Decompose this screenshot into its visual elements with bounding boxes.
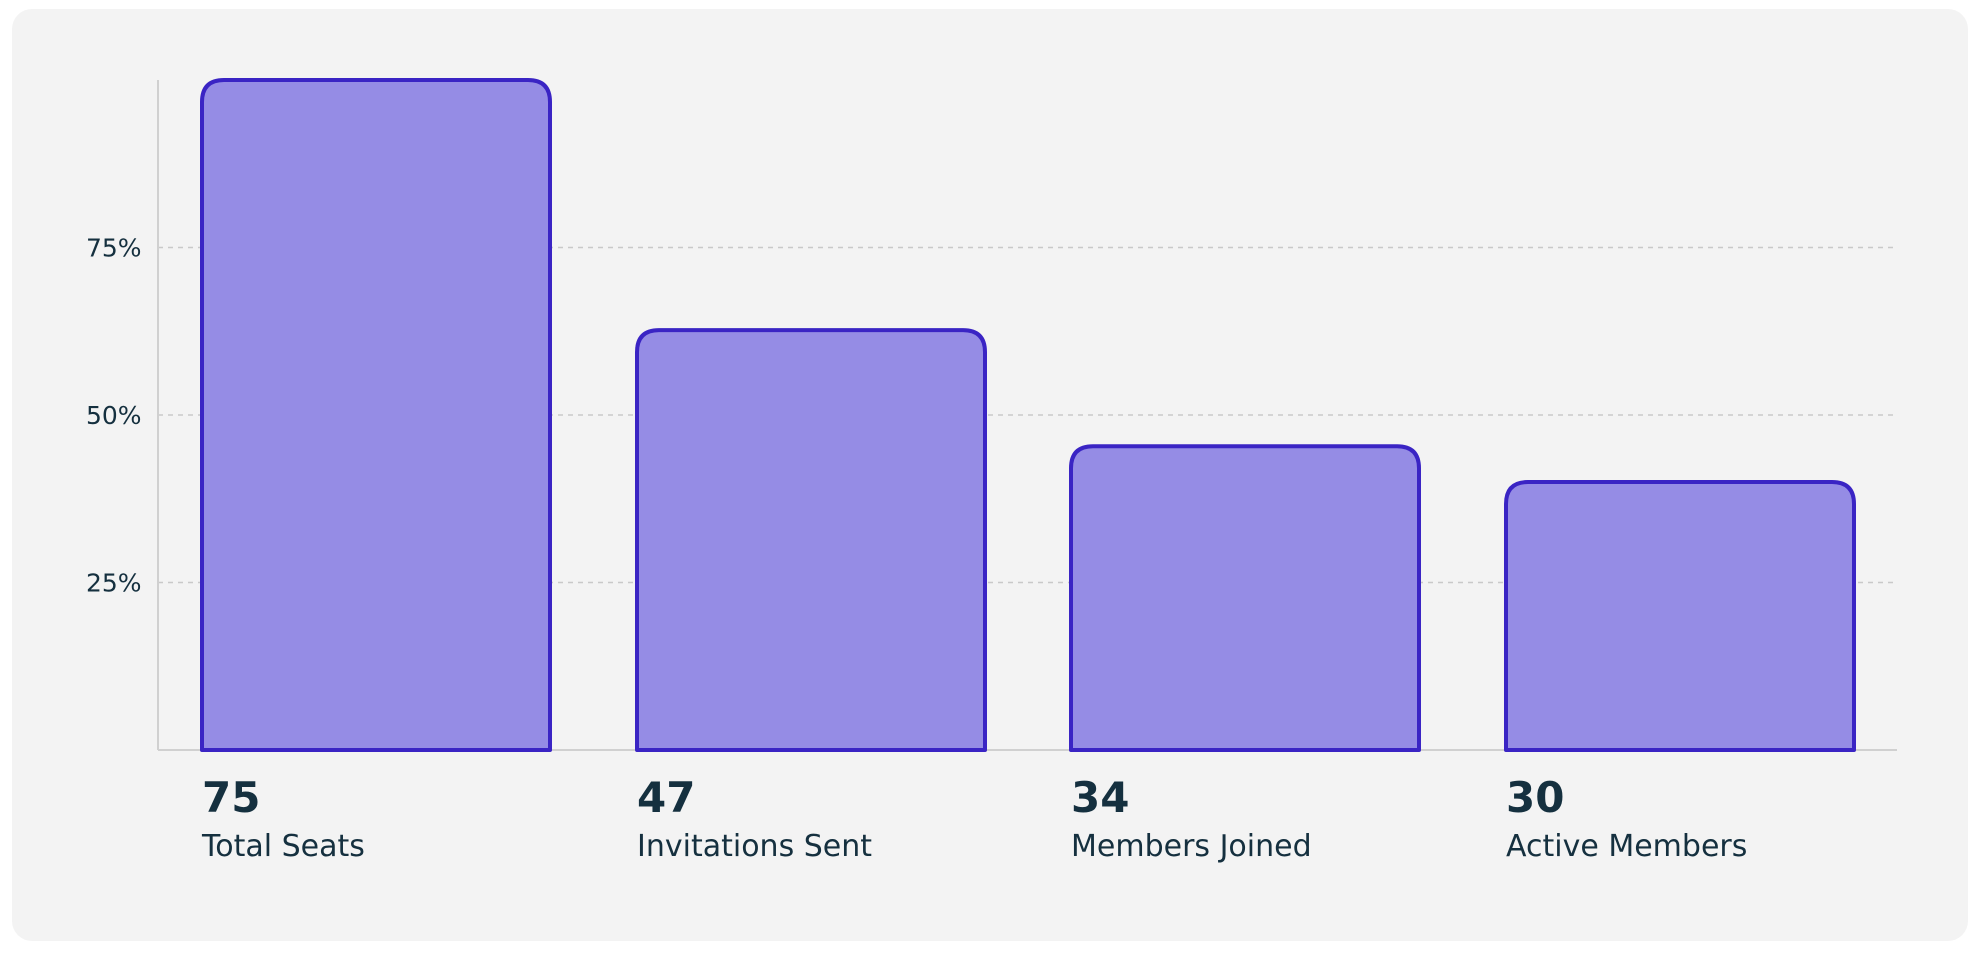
bar-invitations-sent — [635, 328, 987, 752]
bar-category-label: Invitations Sent — [637, 829, 872, 864]
bar-value-label: 47 — [637, 773, 695, 822]
y-tick-label: 25% — [86, 569, 142, 598]
bar-value-label: 34 — [1071, 773, 1129, 822]
bar-active-members — [1504, 480, 1856, 752]
bar-labels: 75 Total Seats 47 Invitations Sent 34 Members… — [201, 773, 1747, 864]
y-tick-label: 50% — [86, 401, 142, 430]
bar-value-label: 75 — [202, 773, 260, 822]
bar-members-joined — [1069, 444, 1421, 752]
bar-value-label: 30 — [1506, 773, 1564, 822]
y-tick-labels: 25% 50% 75% — [86, 234, 142, 598]
bar-category-label: Total Seats — [201, 829, 365, 864]
bars — [200, 78, 1856, 752]
y-tick-label: 75% — [86, 234, 142, 263]
bar-category-label: Active Members — [1506, 829, 1747, 864]
bar-category-label: Members Joined — [1071, 829, 1312, 864]
bar-total-seats — [200, 78, 552, 752]
